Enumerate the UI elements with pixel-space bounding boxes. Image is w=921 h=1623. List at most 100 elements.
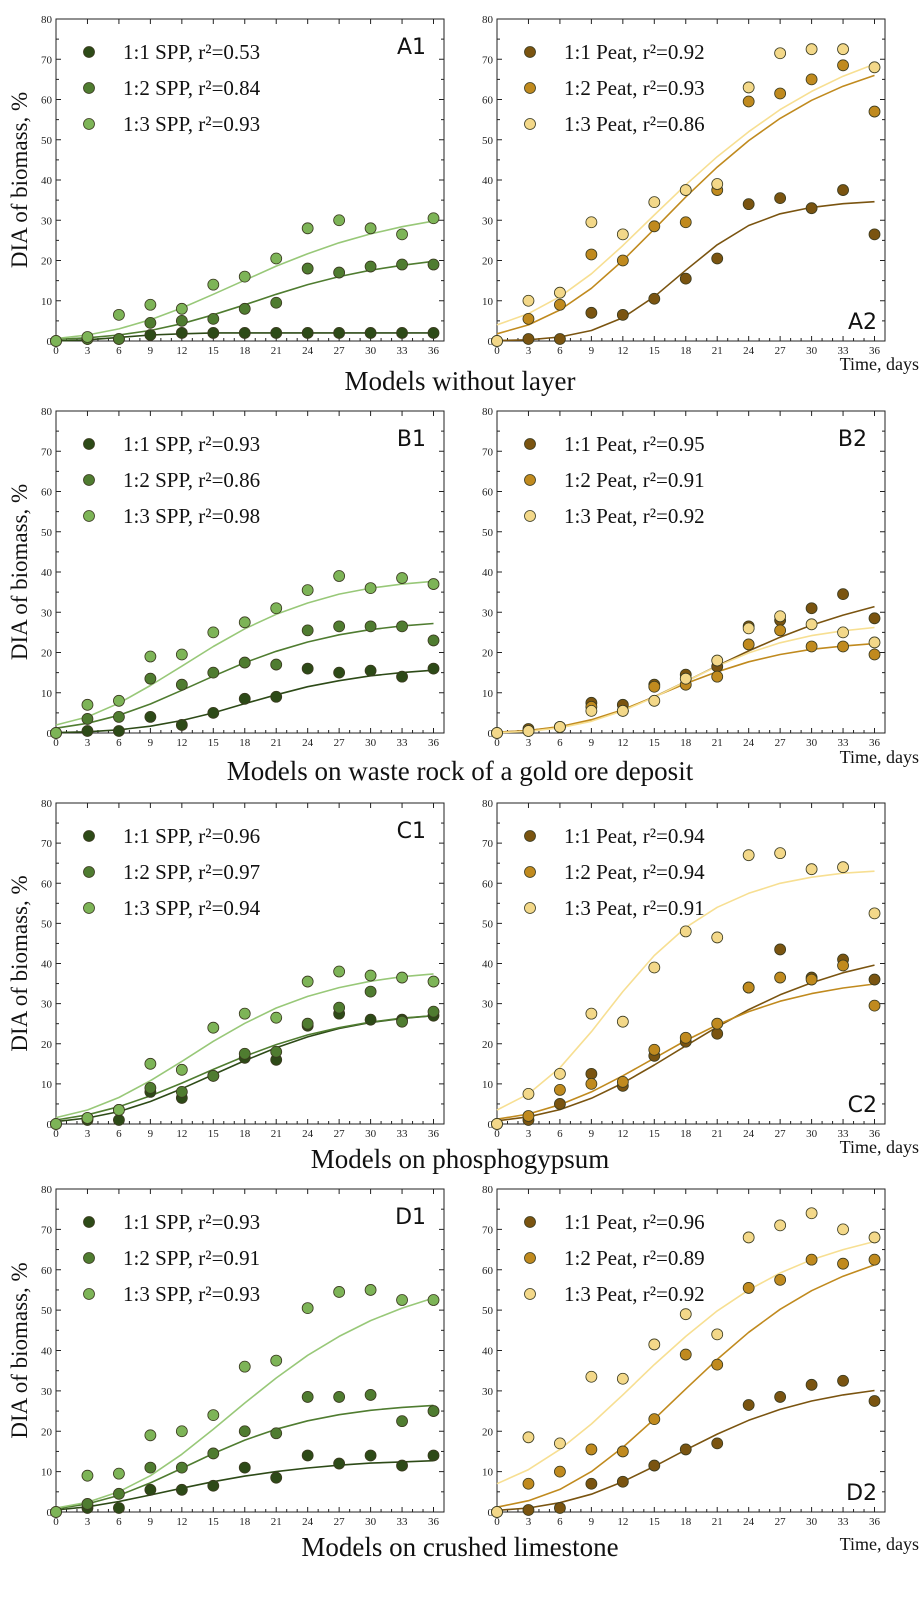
data-point [175,302,188,315]
legend-label: 1:1 SPP, r²=0.93 [123,432,260,456]
data-point [427,327,440,339]
legend-series-name: 1:1 Peat [564,40,632,64]
x-tick-label: 21 [271,1516,282,1528]
x-tick-label: 9 [148,1128,154,1140]
x-axis-label: Time, days [840,1534,919,1554]
legend-r-squared: r²=0.92 [643,1282,705,1306]
data-point [742,1282,755,1294]
legend-label: 1:2 SPP, r²=0.97 [123,860,260,884]
legend-series-name: 1:1 SPP [123,432,189,456]
data-point [522,1088,535,1100]
data-point [774,87,787,100]
x-tick-label: 24 [743,1128,755,1140]
data-point [238,1425,251,1438]
y-tick-label: 80 [482,1184,494,1196]
y-tick-label: 40 [41,959,53,971]
data-point [868,973,881,986]
data-point [868,1231,881,1244]
x-tick-label: 15 [649,345,661,357]
data-point [711,1027,724,1040]
x-tick-label: 27 [775,1128,787,1140]
plot-frame [55,1188,445,1513]
data-point [238,327,251,339]
data-point [113,1487,125,1500]
y-tick-label: 20 [482,1426,494,1438]
data-point [144,711,157,723]
data-point [711,670,724,683]
legend-marker [524,118,536,130]
data-point [207,327,220,339]
data-point [175,314,188,327]
legend-r-squared: r²=0.86 [643,112,705,136]
data-point [207,706,220,719]
data-point [554,286,566,299]
legend-r-squared: r²=0.93 [198,112,260,136]
data-point [81,725,94,737]
y-tick-label: 10 [41,688,53,700]
y-tick-label: 30 [41,999,53,1011]
data-point [81,1112,94,1124]
x-tick-label: 9 [589,1516,595,1528]
legend-r-squared: r²=0.93 [198,432,260,456]
legend-label: 1:1 SPP, r²=0.53 [123,40,260,64]
data-point [679,1348,692,1361]
legend-marker [524,902,536,914]
data-point [333,965,346,978]
data-point [396,1294,408,1306]
x-tick-label: 6 [116,737,122,749]
data-point [648,1043,661,1056]
data-point [50,1506,62,1518]
x-tick-label: 15 [649,737,661,749]
data-point [301,327,314,339]
y-tick-label: 10 [482,1079,494,1091]
x-tick-label: 33 [397,1516,409,1528]
data-point [333,214,346,227]
data-point [396,620,408,633]
data-point [679,925,692,938]
y-tick-label: 60 [41,487,53,499]
data-point [238,656,251,669]
y-tick-label: 40 [482,175,494,187]
y-tick-label: 70 [482,446,494,458]
data-point [113,308,125,321]
legend-r-squared: r²=0.97 [198,860,260,884]
y-tick-label: 20 [41,648,53,660]
legend-label: 1:1 Peat, r²=0.94 [564,824,705,848]
legend-r-squared: r²=0.95 [643,432,705,456]
y-tick-label: 30 [41,1386,53,1398]
data-point [301,222,314,235]
data-point [522,333,535,345]
data-point [868,228,881,241]
x-tick-label: 18 [239,737,251,749]
legend-series-name: 1:1 SPP [123,40,189,64]
panel-label: C1 [397,819,426,844]
x-tick-label: 12 [176,1516,187,1528]
data-point [144,650,157,663]
data-point [616,1015,629,1028]
legend-series-name: 1:2 SPP [123,468,189,492]
data-point [81,331,94,343]
y-tick-label: 30 [41,215,53,227]
data-point [301,584,314,597]
data-point [207,626,220,639]
legend-series-name: 1:1 Peat [564,824,632,848]
legend-r-squared: r²=0.53 [198,40,260,64]
legend-label: 1:2 SPP, r²=0.84 [123,76,261,100]
x-tick-label: 0 [53,737,59,749]
x-tick-label: 36 [869,1128,881,1140]
x-tick-label: 6 [557,1516,563,1528]
data-point [837,184,849,196]
data-point [270,658,283,671]
data-point [81,698,94,711]
legend-label: 1:2 Peat, r²=0.94 [564,860,705,884]
y-tick-label: 0 [47,1119,53,1131]
plot-frame [496,1188,886,1513]
data-point [554,333,566,345]
data-point [144,329,157,341]
x-tick-label: 9 [148,1516,154,1528]
data-point [585,306,598,319]
legend-series-name: 1:2 Peat [564,76,632,100]
y-tick-label: 80 [41,406,53,418]
